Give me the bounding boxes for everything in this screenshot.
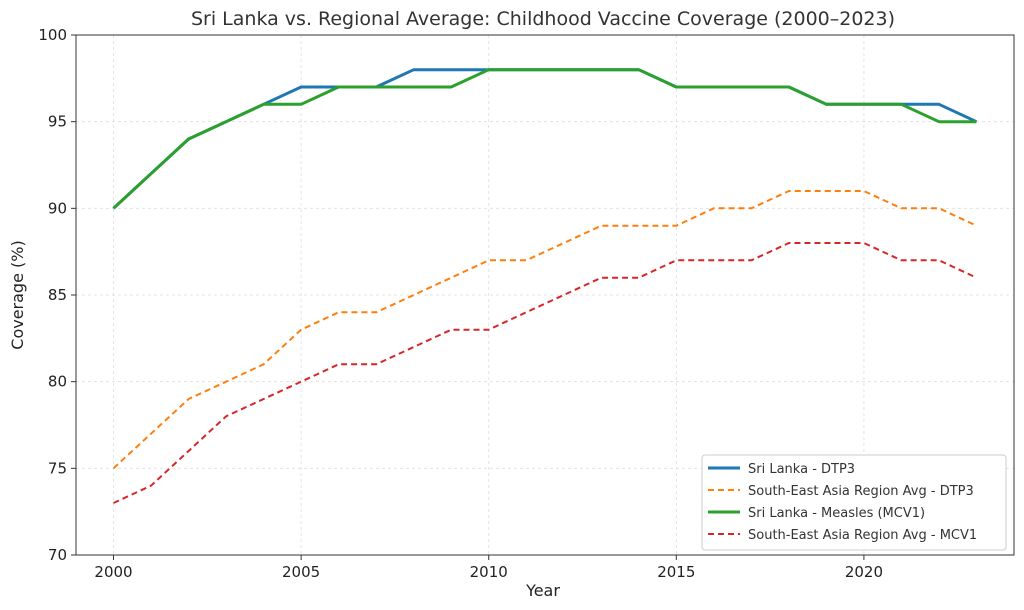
x-tick-label: 2015	[657, 563, 695, 581]
x-tick-label: 2000	[94, 563, 132, 581]
series-lines	[112, 68, 978, 504]
x-axis-label: Year	[525, 581, 560, 600]
axis-ticks: 2000 2005 2010 2015 2020 70 75 80 85 90 95 100	[38, 26, 883, 581]
legend: Sri Lanka - DTP3 South-East Asia Region A…	[701, 454, 1007, 551]
legend-label: South-East Asia Region Avg - DTP3	[748, 484, 974, 499]
legend-box	[701, 454, 1007, 551]
x-tick-label: 2010	[470, 563, 508, 581]
series-line-1	[112, 68, 978, 210]
y-axis-label: Coverage (%)	[8, 240, 27, 349]
legend-label: Sri Lanka - Measles (MCV1)	[748, 506, 925, 521]
series-line-2	[112, 190, 977, 470]
legend-label: South-East Asia Region Avg - MCV1	[748, 528, 977, 543]
y-tick-label: 70	[48, 546, 67, 564]
y-tick-label: 90	[48, 199, 67, 217]
series-line-3	[112, 68, 977, 210]
y-tick-label: 80	[48, 373, 67, 391]
y-tick-label: 85	[48, 286, 67, 304]
x-tick-label: 2005	[282, 563, 320, 581]
y-tick-label: 100	[38, 26, 67, 44]
y-tick-label: 75	[48, 459, 67, 477]
y-tick-label: 95	[48, 113, 67, 131]
legend-label: Sri Lanka - DTP3	[748, 462, 855, 477]
x-tick-label: 2020	[845, 563, 883, 581]
chart-title: Sri Lanka vs. Regional Average: Childhoo…	[191, 8, 895, 30]
